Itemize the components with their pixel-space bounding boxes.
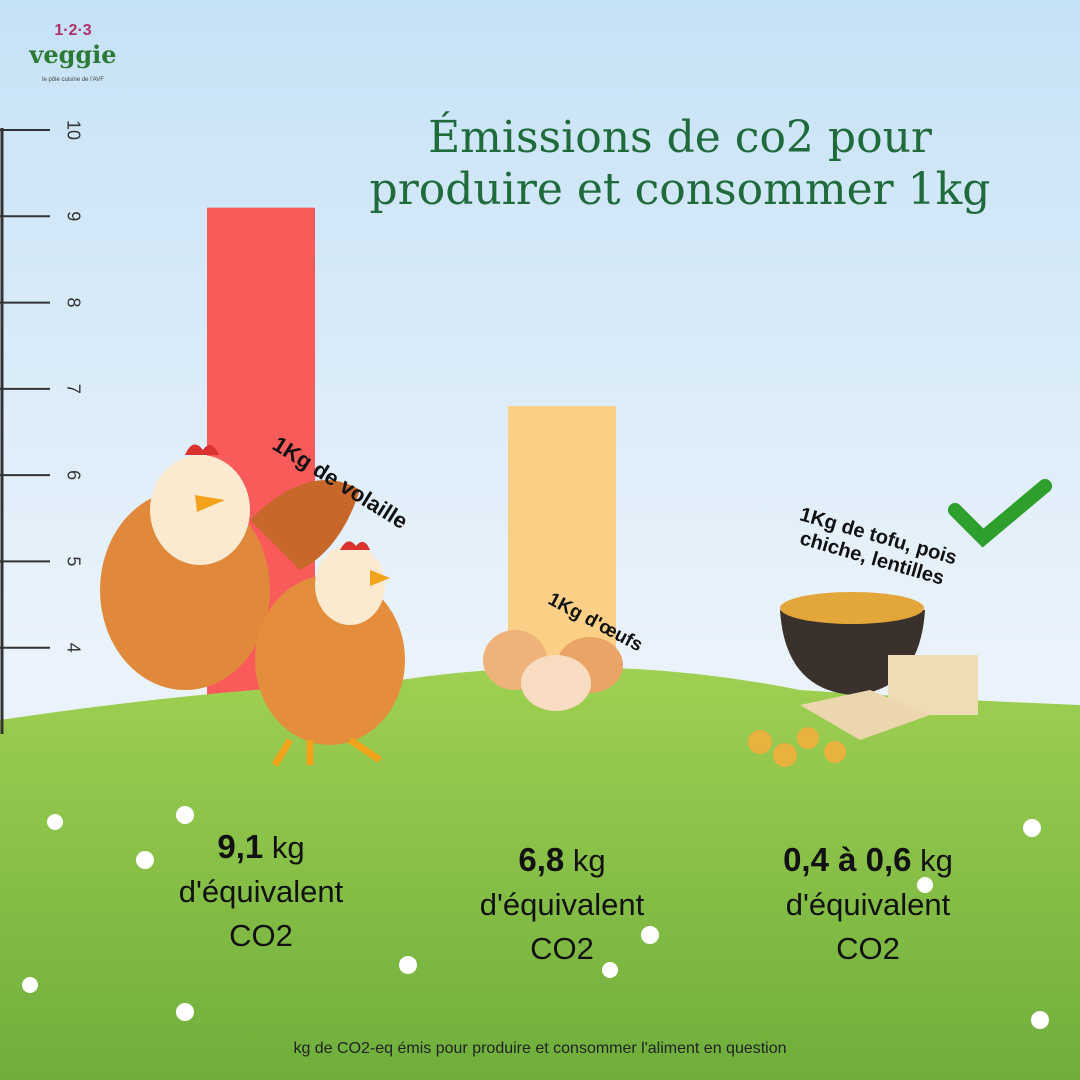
- value-label: 6,8 kg d'équivalent CO2: [432, 838, 692, 971]
- chickens-illustration: [100, 444, 405, 767]
- y-tick-label: 6: [63, 470, 83, 480]
- eggs-illustration: [483, 630, 623, 711]
- value-line: 0,4 à 0,6 kg: [738, 838, 998, 883]
- value-label: 9,1 kg d'équivalent CO2: [131, 825, 391, 958]
- y-tick-label: 4: [63, 643, 83, 653]
- value-unit: kg: [271, 830, 305, 865]
- logo-name: veggie: [29, 40, 117, 69]
- value-label: 0,4 à 0,6 kg d'équivalent CO2: [738, 838, 998, 971]
- tofu-bowl-illustration: [748, 592, 978, 767]
- logo-tagline: le pôle cuisine de l'AVF: [42, 77, 104, 83]
- flowers: [22, 806, 1049, 1029]
- unit-label: d'équivalent CO2: [785, 887, 951, 966]
- y-tick-label: 7: [63, 384, 83, 394]
- value-unit: kg: [572, 843, 606, 878]
- logo-numbers: 1·2·3: [54, 22, 92, 39]
- value-number: 9,1: [217, 828, 264, 865]
- y-tick-label: 9: [63, 211, 83, 221]
- value-number: 6,8: [518, 841, 565, 878]
- unit-label: d'équivalent CO2: [479, 887, 645, 966]
- value-unit: kg: [920, 843, 953, 878]
- chart-title: Émissions de co2 pour produire et consom…: [330, 112, 1030, 216]
- check-mark: [948, 479, 1052, 548]
- value-number: 0,4 à 0,6: [783, 841, 912, 878]
- grass-hill: [0, 667, 1080, 1080]
- ruler-axis: 4 5 6 7 8 9 10: [0, 120, 83, 734]
- title-line: Émissions de co2 pour: [428, 112, 932, 163]
- unit-label: d'équivalent CO2: [178, 874, 344, 953]
- y-tick-label: 5: [63, 556, 83, 566]
- footnote: kg de CO2-eq émis pour produire et conso…: [293, 1040, 787, 1057]
- value-line: 9,1 kg: [131, 825, 391, 870]
- value-line: 6,8 kg: [432, 838, 692, 883]
- y-tick-label: 8: [63, 298, 83, 308]
- y-tick-label: 10: [63, 120, 83, 140]
- logo: 1·2·3 veggie le pôle cuisine de l'AVF: [28, 22, 118, 83]
- title-line: produire et consommer 1kg: [369, 164, 991, 215]
